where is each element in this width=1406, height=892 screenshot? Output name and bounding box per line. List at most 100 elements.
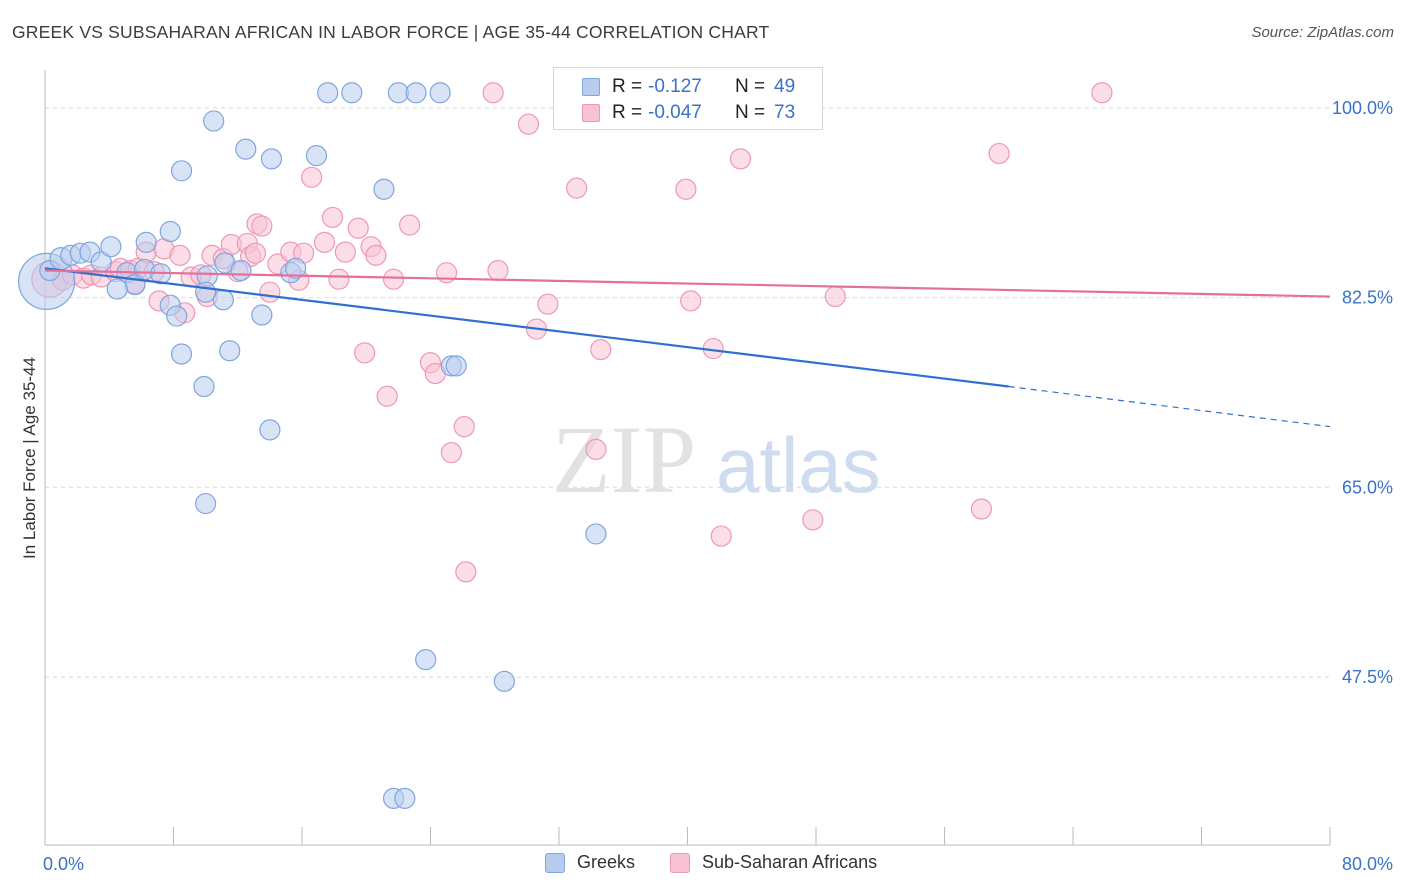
greeks-point [341, 82, 363, 104]
subsaharan-point [334, 241, 356, 263]
greeks-point [259, 419, 281, 441]
watermark: ZIP atlas [552, 406, 881, 513]
subsaharan-point [328, 268, 350, 290]
greeks-points [18, 82, 753, 809]
greeks-point [219, 340, 241, 362]
subsaharan-point [482, 82, 504, 104]
r-label: R = [612, 102, 643, 123]
r-value: -0.127 [648, 76, 702, 97]
x-tick-label: 0.0% [43, 854, 84, 874]
y-tick-label: 100.0% [1332, 98, 1393, 118]
subsaharan-point [169, 244, 191, 266]
greeks-trend-extension [1008, 385, 1331, 428]
subsaharan-point [382, 268, 405, 290]
greeks-point [405, 82, 427, 104]
y-tick-label: 65.0% [1342, 477, 1393, 497]
subsaharan-point [824, 285, 846, 308]
subsaharan-point [590, 339, 612, 361]
greeks-point [251, 304, 273, 326]
greeks-point [585, 523, 607, 545]
subsaharan-point [365, 244, 387, 266]
subsaharan-point [259, 281, 281, 303]
greeks-legend-label: Greeks [577, 852, 636, 872]
subsaharan-point [399, 214, 421, 236]
greeks-point [135, 231, 157, 253]
n-value: 73 [774, 102, 796, 123]
greeks-point [317, 82, 339, 104]
greeks-swatch [582, 78, 600, 96]
subsaharan-point [440, 442, 462, 464]
subsaharan-point [517, 113, 540, 135]
subsaharan-point [321, 206, 344, 229]
subsaharan-trend-line [44, 269, 1331, 298]
greeks-point [387, 82, 409, 104]
subsaharan-point [354, 342, 376, 364]
greeks-point [429, 82, 451, 104]
subsaharan-legend-swatch [670, 853, 690, 873]
subsaharan-point [251, 215, 273, 237]
greeks-point [445, 355, 467, 377]
subsaharan-point [376, 385, 398, 407]
subsaharan-point [802, 509, 824, 531]
n-label: N = [735, 76, 766, 97]
greeks-point [493, 670, 515, 692]
subsaharan-point [1091, 82, 1113, 104]
subsaharan-point [675, 178, 697, 200]
n-value: 49 [774, 76, 796, 97]
r-value: -0.047 [648, 102, 702, 123]
axes [44, 70, 1331, 846]
greeks-point [394, 787, 416, 809]
subsaharan-point [710, 525, 732, 547]
chart-title: GREEK VS SUBSAHARAN AFRICAN IN LABOR FOR… [12, 22, 770, 42]
subsaharan-point [585, 438, 607, 460]
tick-labels: 100.0% 82.5% 65.0% 47.5% 0.0% 80.0% [43, 98, 1393, 874]
greeks-point [212, 289, 234, 311]
greeks-point [235, 138, 257, 160]
stats-legend: R = -0.127 N = 49 R = -0.047 N = 73 [553, 67, 823, 130]
subsaharan-point [453, 416, 475, 438]
x-tick-label: 80.0% [1342, 854, 1393, 874]
subsaharan-legend-label: Sub-Saharan Africans [702, 852, 878, 872]
subsaharan-point [347, 217, 369, 239]
greeks-point [166, 305, 188, 327]
greeks-point [305, 145, 328, 167]
subsaharan-point [729, 148, 752, 170]
greeks-point [415, 649, 437, 671]
greeks-trend-line [44, 267, 1009, 388]
greeks-point [170, 343, 193, 365]
greeks-point [203, 110, 225, 132]
source-label: Source: ZipAtlas.com [1251, 24, 1394, 41]
greeks-point [284, 257, 307, 279]
y-axis-label: In Labor Force | Age 35-44 [20, 357, 39, 559]
greeks-legend-swatch [545, 853, 565, 873]
greeks-point [159, 220, 181, 243]
subsaharan-point [970, 498, 993, 520]
greeks-point [193, 375, 215, 398]
subsaharan-point [680, 290, 702, 312]
subsaharan-point [301, 166, 323, 188]
greeks-point [260, 148, 283, 170]
subsaharan-swatch [582, 104, 600, 122]
trend-lines [44, 267, 1331, 428]
watermark-atlas: atlas [716, 421, 881, 509]
greeks-point [100, 236, 122, 258]
subsaharan-point [455, 561, 477, 583]
y-tick-label: 47.5% [1342, 667, 1393, 687]
y-tick-label: 82.5% [1342, 288, 1393, 308]
subsaharan-point [244, 242, 267, 264]
greeks-point [195, 492, 217, 515]
greeks-point [106, 278, 128, 300]
subsaharan-point [487, 259, 509, 282]
greeks-point [195, 281, 217, 303]
greeks-point [373, 178, 395, 200]
r-label: R = [612, 76, 643, 97]
greeks-point [170, 160, 193, 182]
watermark-zip: ZIP [552, 406, 696, 513]
greeks-point [230, 259, 252, 282]
n-label: N = [735, 102, 766, 123]
subsaharan-point [988, 142, 1010, 165]
subsaharan-point [566, 177, 588, 199]
subsaharan-point [313, 231, 336, 253]
subsaharan-point [537, 293, 559, 315]
